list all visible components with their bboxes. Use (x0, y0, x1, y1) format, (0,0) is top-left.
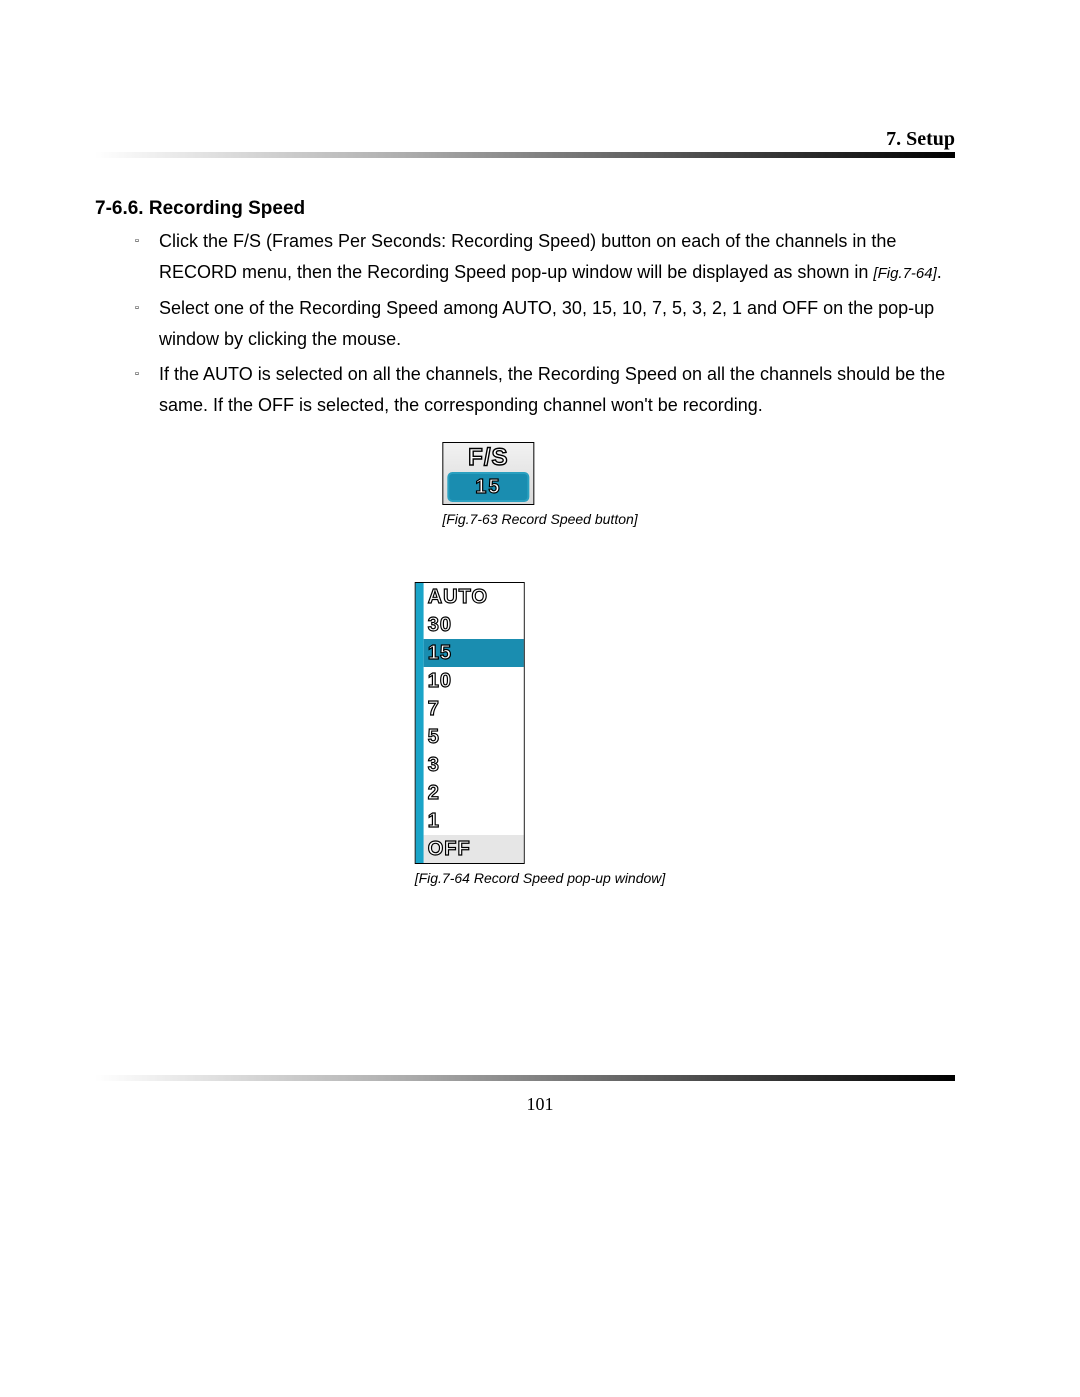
figure-7-64: AUTO 30 15 10 7 5 3 2 1 OFF [Fig.7-64 Re… (415, 582, 666, 886)
bullet-marker-icon: ▫ (135, 226, 139, 257)
figure-caption: [Fig.7-63 Record Speed button] (442, 511, 637, 527)
bullet-text: Select one of the Recording Speed among … (159, 298, 934, 349)
speed-option-10[interactable]: 10 (424, 667, 524, 695)
document-page: 7. Setup 7-6.6. Recording Speed ▫ Click … (0, 0, 1080, 1397)
header-divider (95, 152, 955, 158)
speed-option-7[interactable]: 7 (424, 695, 524, 723)
speed-option-3[interactable]: 3 (424, 751, 524, 779)
speed-option-off[interactable]: OFF (424, 835, 524, 863)
section-number: 7-6.6. (95, 198, 144, 219)
bullet-item: ▫ Select one of the Recording Speed amon… (135, 293, 975, 355)
record-speed-button[interactable]: F/S 15 (442, 442, 534, 505)
speed-option-30[interactable]: 30 (424, 611, 524, 639)
bullet-text-trailing: . (937, 262, 942, 282)
footer-divider (95, 1075, 955, 1081)
bullet-marker-icon: ▫ (135, 293, 139, 324)
bullet-item: ▫ Click the F/S (Frames Per Seconds: Rec… (135, 226, 975, 289)
section-title: 7-6.6. Recording Speed (95, 198, 305, 220)
page-number: 101 (527, 1094, 554, 1115)
popup-accent-bar (416, 583, 424, 863)
bullet-text: Click the F/S (Frames Per Seconds: Recor… (159, 231, 896, 282)
fs-button-value-box: 15 (447, 472, 529, 502)
popup-option-list: AUTO 30 15 10 7 5 3 2 1 OFF (424, 583, 524, 863)
speed-option-5[interactable]: 5 (424, 723, 524, 751)
speed-option-auto[interactable]: AUTO (424, 583, 524, 611)
speed-option-2[interactable]: 2 (424, 779, 524, 807)
section-body: ▫ Click the F/S (Frames Per Seconds: Rec… (135, 226, 975, 425)
section-heading: Recording Speed (149, 198, 305, 219)
chapter-label: 7. Setup (886, 128, 955, 151)
fs-button-label: F/S (445, 445, 531, 471)
figure-reference: [Fig.7-64] (873, 265, 936, 282)
bullet-text: If the AUTO is selected on all the chann… (159, 364, 945, 415)
record-speed-popup: AUTO 30 15 10 7 5 3 2 1 OFF (415, 582, 525, 864)
bullet-item: ▫ If the AUTO is selected on all the cha… (135, 359, 975, 421)
speed-option-1[interactable]: 1 (424, 807, 524, 835)
fs-button-value: 15 (475, 476, 501, 499)
figure-caption: [Fig.7-64 Record Speed pop-up window] (415, 870, 666, 886)
figure-7-63: F/S 15 [Fig.7-63 Record Speed button] (442, 442, 637, 527)
bullet-marker-icon: ▫ (135, 359, 139, 390)
speed-option-15[interactable]: 15 (424, 639, 524, 667)
